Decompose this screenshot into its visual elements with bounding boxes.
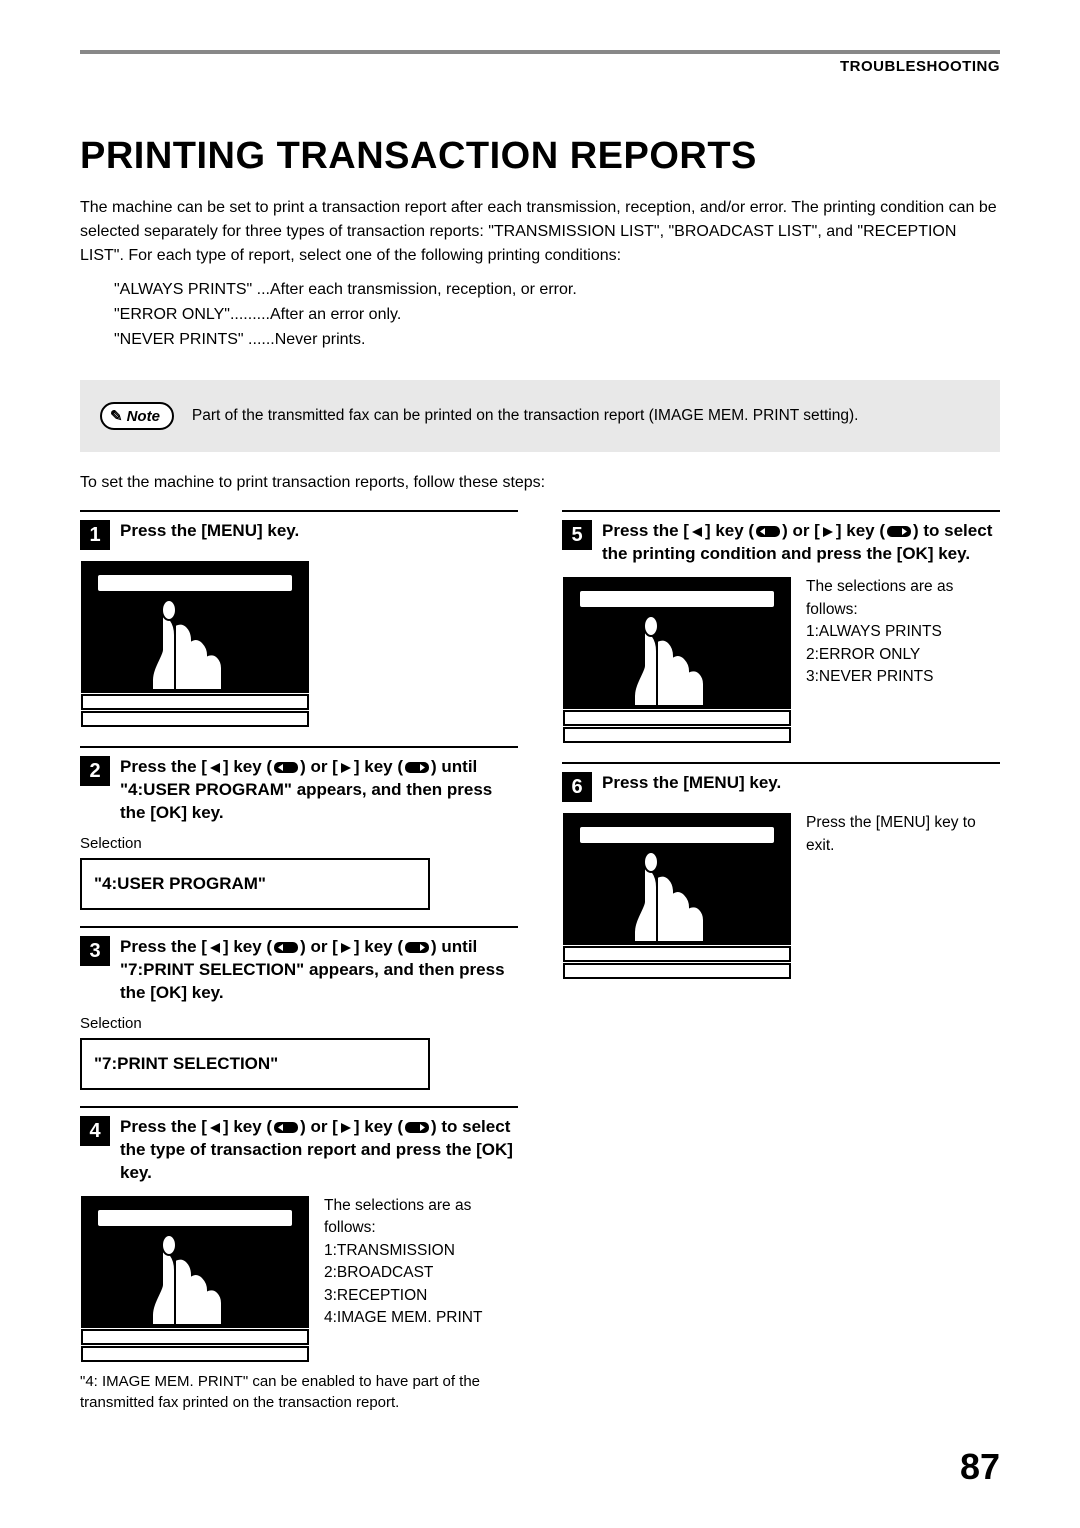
condition-item: "ERROR ONLY".........After an error only… [114, 303, 1000, 328]
step-title: Press the [MENU] key. [120, 520, 299, 543]
steps-columns: 1 Press the [MENU] key. [80, 510, 1000, 1428]
step-divider [562, 510, 1000, 512]
step-number: 4 [80, 1116, 110, 1146]
right-key-icon [404, 761, 430, 774]
step-title: Press the [] key () or [] key () to sele… [602, 520, 1000, 566]
step-side-text: Press the [MENU] key to exit. [806, 812, 976, 857]
step-footnote: "4: IMAGE MEM. PRINT" can be enabled to … [80, 1371, 500, 1413]
left-triangle-icon [690, 526, 704, 538]
step-number: 1 [80, 520, 110, 550]
step-5: 5 Press the [] key () or [] key () to se… [562, 510, 1000, 746]
note-callout: ✎ Note Part of the transmitted fax can b… [80, 380, 1000, 452]
step-number: 6 [562, 772, 592, 802]
step-1: 1 Press the [MENU] key. [80, 510, 518, 730]
condition-list: "ALWAYS PRINTS" ...After each transmissi… [114, 278, 1000, 352]
right-key-icon [886, 525, 912, 538]
right-triangle-icon [339, 1122, 353, 1134]
right-key-icon [404, 1121, 430, 1134]
condition-item: "NEVER PRINTS" ......Never prints. [114, 328, 1000, 353]
step-divider [80, 1106, 518, 1108]
left-triangle-icon [208, 762, 222, 774]
step-6: 6 Press the [MENU] key. Press the [MENU]… [562, 762, 1000, 982]
control-panel-illustration [562, 812, 792, 982]
step-number: 3 [80, 936, 110, 966]
step-4: 4 Press the [] key () or [] key () to se… [80, 1106, 518, 1413]
right-triangle-icon [821, 526, 835, 538]
step-divider [80, 510, 518, 512]
left-key-icon [273, 761, 299, 774]
section-label: TROUBLESHOOTING [840, 58, 1000, 75]
page-title: PRINTING TRANSACTION REPORTS [80, 135, 1000, 178]
lcd-display: "4:USER PROGRAM" [80, 858, 430, 910]
note-badge: ✎ Note [100, 402, 174, 430]
lcd-display: "7:PRINT SELECTION" [80, 1038, 430, 1090]
control-panel-illustration [562, 576, 792, 746]
step-3: 3 Press the [] key () or [] key () until… [80, 926, 518, 1090]
left-key-icon [273, 941, 299, 954]
note-label: Note [127, 408, 160, 425]
control-panel-illustration [80, 560, 310, 730]
step-side-text: The selections are as follows: 1:TRANSMI… [324, 1195, 518, 1330]
followup-text: To set the machine to print transaction … [80, 474, 1000, 492]
step-divider [80, 926, 518, 928]
right-triangle-icon [339, 762, 353, 774]
step-divider [562, 762, 1000, 764]
left-triangle-icon [208, 942, 222, 954]
step-title: Press the [] key () or [] key () until "… [120, 936, 518, 1005]
left-column: 1 Press the [MENU] key. [80, 510, 518, 1428]
step-divider [80, 746, 518, 748]
left-key-icon [273, 1121, 299, 1134]
pencil-icon: ✎ [110, 407, 123, 425]
step-title: Press the [MENU] key. [602, 772, 781, 795]
selection-label: Selection [80, 1015, 518, 1032]
control-panel-illustration [80, 1195, 310, 1365]
right-column: 5 Press the [] key () or [] key () to se… [562, 510, 1000, 1428]
step-2: 2 Press the [] key () or [] key () until… [80, 746, 518, 910]
step-number: 5 [562, 520, 592, 550]
step-side-text: The selections are as follows: 1:ALWAYS … [806, 576, 976, 688]
condition-item: "ALWAYS PRINTS" ...After each transmissi… [114, 278, 1000, 303]
selection-label: Selection [80, 835, 518, 852]
page-number: 87 [960, 1446, 1000, 1488]
left-key-icon [755, 525, 781, 538]
section-header: TROUBLESHOOTING [80, 50, 1000, 75]
intro-paragraph: The machine can be set to print a transa… [80, 196, 1000, 268]
step-title: Press the [] key () or [] key () to sele… [120, 1116, 518, 1185]
right-triangle-icon [339, 942, 353, 954]
right-key-icon [404, 941, 430, 954]
step-title: Press the [] key () or [] key () until "… [120, 756, 518, 825]
step-number: 2 [80, 756, 110, 786]
left-triangle-icon [208, 1122, 222, 1134]
note-text: Part of the transmitted fax can be print… [192, 407, 859, 425]
